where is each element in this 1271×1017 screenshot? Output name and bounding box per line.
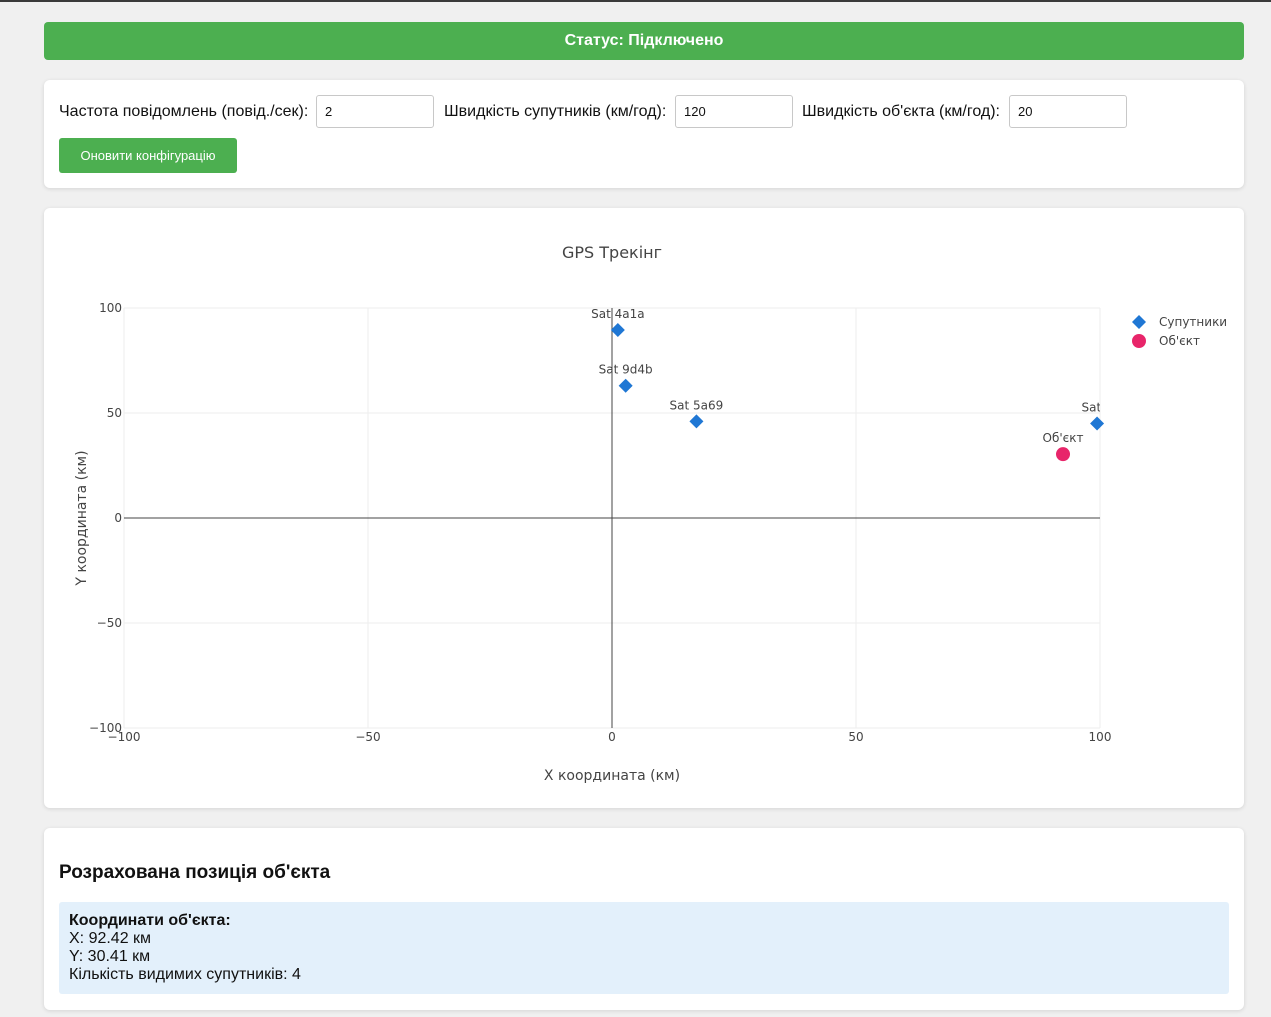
object-speed-label: Швидкість об'єкта (км/год): (802, 103, 1000, 120)
satellite-speed-input[interactable] (675, 95, 793, 128)
point-label: Sat 9d4b (599, 363, 653, 377)
chart-panel: −100 −50 0 50 100 −100 −50 0 50 100 GPS Трекінг X к… (44, 208, 1244, 808)
y-tick-label: −100 (89, 721, 122, 735)
legend-entry: Супутники (1159, 315, 1227, 329)
gps-tracking-chart[interactable]: −100 −50 0 50 100 −100 −50 0 50 100 GPS Трекінг X к… (44, 208, 1244, 808)
visible-satellites-count: Кількість видимих супутників: 4 (69, 966, 301, 983)
y-axis-label: Y координата (км) (74, 450, 90, 586)
x-tick-label: −50 (355, 730, 380, 744)
point-label: Sat 5a69 (670, 398, 724, 412)
frequency-label: Частота повідомлень (повід./сек): (59, 103, 309, 120)
object-speed-input[interactable] (1009, 95, 1127, 128)
x-axis-label: X координата (км) (544, 768, 680, 784)
y-tick-label: −50 (97, 616, 122, 630)
satellite-point (1090, 416, 1105, 431)
frequency-input[interactable] (316, 95, 434, 128)
x-tick-label: 100 (1089, 730, 1112, 744)
object-coordinates-box: Координати об'єкта: X: 92.42 км Y: 30.41… (59, 902, 1229, 994)
satellite-point (610, 323, 625, 338)
satellite-speed-label: Швидкість супутників (км/год): (444, 103, 667, 120)
x-tick-label: 50 (848, 730, 863, 744)
update-config-button[interactable]: Оновити конфігурацію (59, 138, 237, 173)
status-bar: Статус: Підключено (44, 22, 1244, 60)
satellite-point (689, 414, 704, 429)
legend-marker (1132, 334, 1146, 348)
point-label: Sat b (1082, 401, 1113, 415)
satellite-point (618, 378, 633, 393)
object-y-value: Y: 30.41 км (69, 948, 151, 965)
chart-title: GPS Трекінг (562, 243, 662, 262)
result-panel: Розрахована позиція об'єкта Координати о… (44, 828, 1244, 1010)
object-point (1056, 447, 1071, 462)
config-panel: Частота повідомлень (повід./сек): Швидкі… (44, 80, 1244, 188)
window-top-border (0, 0, 1271, 2)
y-tick-label: 100 (99, 301, 122, 315)
legend-marker (1132, 315, 1146, 329)
y-tick-label: 0 (114, 511, 122, 525)
x-tick-label: −100 (108, 730, 141, 744)
coordinates-heading: Координати об'єкта: (69, 912, 231, 929)
result-title: Розрахована позиція об'єкта (59, 862, 331, 883)
x-tick-label: 0 (608, 730, 616, 744)
y-tick-label: 50 (107, 406, 122, 420)
legend-entry: Об'єкт (1159, 334, 1200, 348)
object-x-value: X: 92.42 км (69, 930, 152, 947)
point-label: Sat 4a1a (591, 307, 644, 321)
point-label: Об'єкт (1043, 431, 1084, 445)
